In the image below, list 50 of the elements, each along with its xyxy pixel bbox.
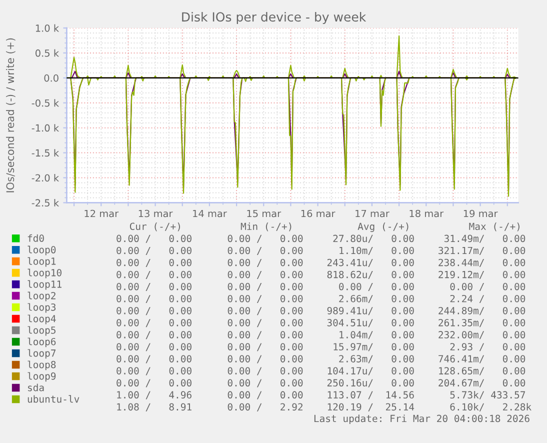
text: 0.00 / 0.00 0.00 / 0.00 989.41u/ 0.00 244.89m/ 0.00 [116,306,526,316]
x-tick-label: 12 mar [84,210,119,218]
legend-label: loop0 [28,246,56,256]
text: 0.00 / 0.00 0.00 / 0.00 304.51u/ 0.00 261.35m/ 0.00 [116,319,526,328]
y-tick-label: -0.5 k [32,99,60,107]
y-tick-label: -1.0 k [32,124,60,132]
y-tick-label: -2.0 k [32,174,60,182]
legend-label: loop7 [28,349,56,359]
text: 0.00 / 0.00 0.00 / 0.00 15.97m/ 0.00 2.93 / 0.00 [116,343,526,352]
x-tick-label: 16 mar [301,210,336,218]
text: 0.00 / 0.00 0.00 / 0.00 250.16u/ 0.00 204.67m/ 0.00 [116,379,526,388]
x-tick-label: 14 mar [193,210,227,218]
text: 1.08 / 8.91 0.00 / 2.92 120.19 / 25.14 6.10k/ 2.28k [117,403,532,412]
x-tick-label: 15 mar [247,210,282,218]
legend-label: loop5 [28,326,56,336]
chart-title: Disk IOs per device - by week [182,12,366,24]
x-tick-label: 18 mar [410,210,444,218]
text: 0.00 / 0.00 0.00 / 0.00 104.17u/ 0.00 128.65m/ 0.00 [116,367,526,376]
legend-label: fd0 [28,234,44,242]
text: Last update: Fri Mar 20 04:00:18 2026 [314,414,530,424]
legend-label: loop10 [28,268,62,278]
text: 0.00 / 0.00 0.00 / 0.00 1.04m/ 0.00 232.00m/ 0.00 [116,331,526,340]
legend-label: loop11 [28,280,62,290]
legend-label: ubuntu-lv [28,395,80,403]
x-tick-label: 13 mar [138,210,173,218]
text: Cur (-/+) Min (-/+) Avg (-/+) Max (-/+) [130,222,520,232]
y-tick-label: 1.0 k [36,24,60,32]
legend-label: sda [28,384,44,392]
text: 0.00 / 0.00 0.00 / 0.00 1.10m/ 0.00 321.17m/ 0.00 [116,246,526,255]
y-tick-label: 0.5 k [36,49,60,57]
text: 0.00 / 0.00 0.00 / 0.00 2.66m/ 0.00 2.24 / 0.00 [116,294,526,304]
text: 0.00 / 0.00 0.00 / 0.00 243.41u/ 0.00 238.44m/ 0.00 [116,258,526,267]
legend-label: loop2 [28,292,56,302]
text: 0.00 / 0.00 0.00 / 0.00 818.62u/ 0.00 219.12m/ 0.00 [116,270,526,279]
text: 0.00 / 0.00 0.00 / 0.00 2.63m/ 0.00 746.41m/ 0.00 [116,355,526,364]
legend-label: loop3 [28,303,56,313]
x-tick-label: 19 mar [464,210,498,218]
text: 1.00 / 4.96 0.00 / 0.00 113.07 / 14.56 5.73k/ 433.57 [117,391,525,400]
y-axis-title: IOs/second read (-) / write (+) [6,38,16,192]
y-tick-label: 0.0 [44,74,58,82]
legend-label: loop1 [28,257,56,267]
legend-label: loop6 [28,338,56,348]
x-tick-label: 17 mar [356,210,390,218]
legend-label: loop9 [28,372,56,382]
text: 0.00 / 0.00 0.00 / 0.00 0.00 / 0.00 0.00 / 0.00 [116,282,526,292]
legend-label: loop4 [28,314,56,324]
legend-label: loop8 [28,360,56,370]
y-tick-label: -2.5 k [32,199,60,207]
text: 0.00 / 0.00 0.00 / 0.00 27.80u/ 0.00 31.49m/ 0.00 [116,234,526,243]
y-tick-label: -1.5 k [32,149,60,157]
